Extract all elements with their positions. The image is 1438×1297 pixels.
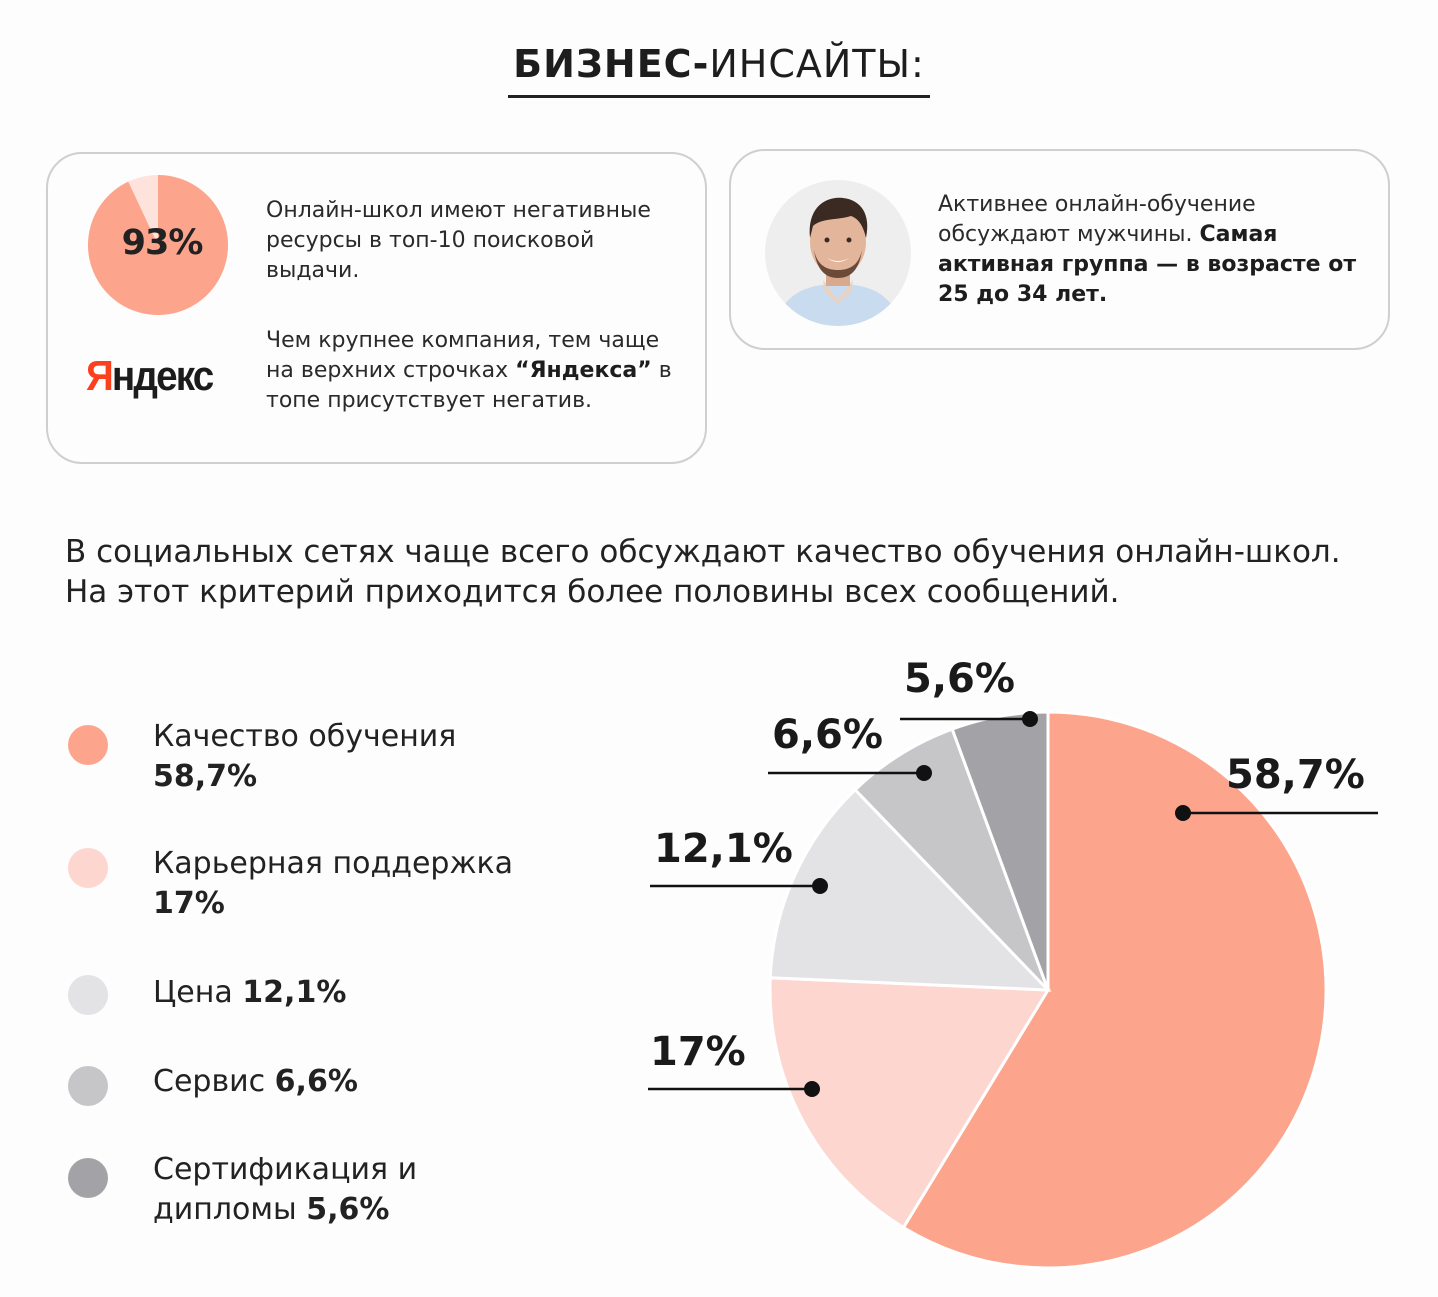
legend-swatch	[68, 975, 108, 1015]
pie-slice	[901, 710, 1328, 1270]
legend-swatch	[68, 725, 108, 765]
legend-value: 12,1%	[242, 975, 347, 1010]
legend-value: 5,6%	[306, 1192, 390, 1227]
pie-slice	[768, 787, 1052, 992]
leader-dot	[804, 1081, 820, 1097]
legend-swatch	[68, 848, 108, 888]
legend-label: Качество обучения	[153, 719, 457, 754]
title-underline	[508, 95, 930, 98]
pie-slice	[768, 976, 1051, 1230]
data-label: 6,6%	[772, 712, 883, 758]
legend-value: 58,7%	[153, 759, 258, 794]
yandex-insight-text: Чем крупнее компания, тем чаще на верхни…	[266, 328, 672, 413]
leader-dot	[1022, 711, 1038, 727]
title-bold: БИЗНЕС-	[513, 42, 710, 86]
legend-value: 6,6%	[274, 1064, 358, 1099]
legend-swatch	[68, 1066, 108, 1106]
legend-value: 17%	[153, 886, 225, 921]
legend-label: Цена	[153, 975, 233, 1010]
leader-dot	[1175, 805, 1191, 821]
pie-slice	[853, 727, 1050, 992]
legend-label: Сервис	[153, 1064, 266, 1099]
man-avatar-icon	[765, 180, 911, 326]
data-label: 5,6%	[904, 656, 1015, 702]
pie-chart: 58,7% 17% 12,1% 6,6% 5,6%	[648, 656, 1378, 1270]
yandex-logo: Яндекс	[86, 352, 214, 399]
legend-swatch	[68, 1158, 108, 1198]
leader-dot	[812, 878, 828, 894]
legend-label: Сертификация и дипломы	[153, 1152, 418, 1227]
leader-dot	[916, 765, 932, 781]
title-light: ИНСАЙТЫ:	[709, 42, 925, 86]
pie-slice	[950, 710, 1050, 991]
data-label: 58,7%	[1226, 752, 1365, 798]
legend-label: Карьерная поддержка	[153, 846, 513, 881]
mini-pie-chart	[88, 175, 229, 315]
search-insight-text: Онлайн-школ имеют негативные ресурсы в т…	[266, 198, 651, 283]
page-title: БИЗНЕС-ИНСАЙТЫ:	[0, 38, 1438, 90]
data-label: 12,1%	[654, 826, 793, 872]
data-label: 17%	[650, 1029, 746, 1075]
mini-pie-slice	[88, 175, 229, 315]
lead-paragraph: В социальных сетях чаще всего обсуждают …	[65, 534, 1341, 610]
mini-pie-label: 93%	[121, 223, 204, 263]
audience-insight-text: Активнее онлайн-обучение обсуждают мужчи…	[938, 192, 1357, 307]
